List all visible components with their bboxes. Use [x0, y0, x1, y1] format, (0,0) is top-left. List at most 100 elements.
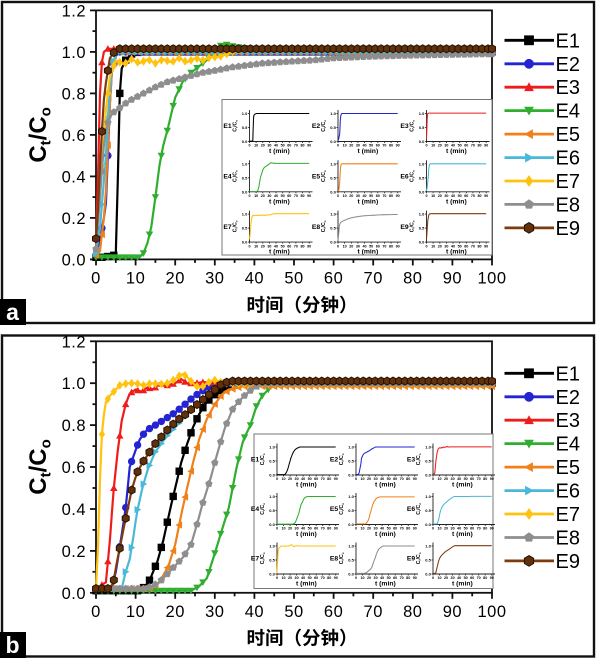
svg-text:Ct/Co: Ct/Co	[321, 120, 327, 132]
svg-text:0.5: 0.5	[419, 125, 425, 130]
svg-text:80: 80	[327, 576, 331, 580]
svg-text:0.0: 0.0	[242, 240, 248, 245]
svg-text:40: 40	[451, 194, 455, 198]
svg-text:80: 80	[389, 194, 393, 198]
svg-text:10: 10	[254, 194, 258, 198]
svg-text:50: 50	[369, 144, 373, 148]
svg-text:10: 10	[343, 244, 347, 248]
svg-text:1.0: 1.0	[348, 494, 354, 499]
svg-text:0.5: 0.5	[348, 459, 354, 464]
svg-text:0.5: 0.5	[330, 175, 336, 180]
svg-text:1.0: 1.0	[242, 212, 248, 217]
svg-text:0.6: 0.6	[62, 459, 86, 477]
svg-text:E5: E5	[556, 124, 580, 146]
svg-text:10: 10	[360, 576, 364, 580]
svg-text:1.0: 1.0	[242, 161, 248, 166]
svg-text:30: 30	[444, 194, 448, 198]
svg-text:0: 0	[276, 527, 278, 531]
svg-text:20: 20	[444, 576, 448, 580]
svg-text:E4: E4	[556, 434, 580, 456]
svg-text:E1: E1	[556, 30, 580, 52]
svg-text:E6: E6	[400, 173, 409, 180]
svg-text:t (min): t (min)	[296, 581, 317, 588]
svg-text:t (min): t (min)	[446, 148, 467, 155]
svg-text:40: 40	[245, 269, 264, 287]
svg-text:40: 40	[301, 576, 305, 580]
svg-text:80: 80	[406, 527, 410, 531]
svg-text:1.0: 1.0	[330, 111, 336, 116]
svg-text:1.0: 1.0	[419, 161, 425, 166]
svg-text:40: 40	[301, 477, 305, 481]
svg-text:1.0: 1.0	[330, 212, 336, 217]
svg-text:90: 90	[443, 603, 462, 621]
svg-text:0: 0	[432, 576, 434, 580]
svg-text:100: 100	[477, 603, 506, 621]
svg-text:70: 70	[321, 477, 325, 481]
svg-text:60: 60	[376, 194, 380, 198]
svg-text:0.5: 0.5	[242, 125, 248, 130]
svg-text:E7: E7	[223, 224, 232, 231]
svg-text:80: 80	[300, 194, 304, 198]
svg-text:70: 70	[471, 144, 475, 148]
svg-text:0.0: 0.0	[348, 572, 354, 577]
svg-text:0: 0	[276, 477, 278, 481]
svg-text:40: 40	[451, 244, 455, 248]
svg-text:Ct/Co: Ct/Co	[260, 552, 266, 564]
svg-text:80: 80	[477, 244, 481, 248]
svg-text:10: 10	[281, 576, 285, 580]
svg-text:80: 80	[300, 244, 304, 248]
svg-text:E5: E5	[330, 506, 339, 513]
svg-text:50: 50	[281, 144, 285, 148]
svg-text:20: 20	[349, 244, 353, 248]
svg-text:1.0: 1.0	[425, 445, 431, 450]
svg-text:20: 20	[367, 477, 371, 481]
svg-text:30: 30	[295, 477, 299, 481]
svg-text:t (min): t (min)	[357, 148, 378, 155]
svg-text:40: 40	[245, 603, 264, 621]
svg-text:0.0: 0.0	[425, 473, 431, 478]
svg-text:Ct/Co: Ct/Co	[339, 552, 345, 564]
svg-text:Ct/Co: Ct/Co	[260, 503, 266, 515]
svg-text:60: 60	[314, 527, 318, 531]
svg-text:70: 70	[400, 576, 404, 580]
svg-text:30: 30	[451, 576, 455, 580]
svg-text:0.2: 0.2	[62, 210, 86, 228]
svg-text:E4: E4	[223, 173, 232, 180]
svg-text:0.5: 0.5	[425, 558, 431, 563]
svg-text:40: 40	[362, 244, 366, 248]
svg-text:Ct/Co: Ct/Co	[410, 170, 416, 182]
svg-text:70: 70	[400, 527, 404, 531]
svg-text:80: 80	[327, 527, 331, 531]
svg-text:80: 80	[477, 144, 481, 148]
svg-text:30: 30	[205, 603, 224, 621]
svg-text:0.5: 0.5	[242, 226, 248, 231]
svg-text:50: 50	[387, 477, 391, 481]
svg-text:Ct/Co: Ct/Co	[416, 453, 422, 465]
svg-text:70: 70	[471, 244, 475, 248]
svg-text:0.5: 0.5	[330, 125, 336, 130]
svg-text:0: 0	[432, 527, 434, 531]
svg-text:50: 50	[308, 576, 312, 580]
svg-text:0.0: 0.0	[348, 522, 354, 527]
svg-text:10: 10	[254, 144, 258, 148]
svg-text:60: 60	[376, 244, 380, 248]
svg-text:E2: E2	[556, 54, 580, 76]
svg-text:40: 40	[451, 144, 455, 148]
svg-text:80: 80	[483, 576, 487, 580]
svg-text:50: 50	[281, 194, 285, 198]
svg-text:E7: E7	[251, 556, 260, 563]
svg-text:t (min): t (min)	[446, 198, 467, 205]
svg-text:80: 80	[483, 477, 487, 481]
svg-text:Ct/Co: Ct/Co	[25, 439, 54, 495]
svg-text:0.5: 0.5	[419, 175, 425, 180]
svg-text:0.0: 0.0	[62, 251, 86, 269]
svg-text:0.0: 0.0	[419, 189, 425, 194]
svg-text:70: 70	[321, 576, 325, 580]
svg-text:30: 30	[295, 527, 299, 531]
svg-text:t (min): t (min)	[269, 249, 290, 256]
svg-text:E8: E8	[556, 194, 580, 216]
svg-text:0: 0	[337, 194, 339, 198]
svg-text:90: 90	[413, 527, 417, 531]
svg-text:40: 40	[457, 527, 461, 531]
svg-text:t (min): t (min)	[269, 198, 290, 205]
